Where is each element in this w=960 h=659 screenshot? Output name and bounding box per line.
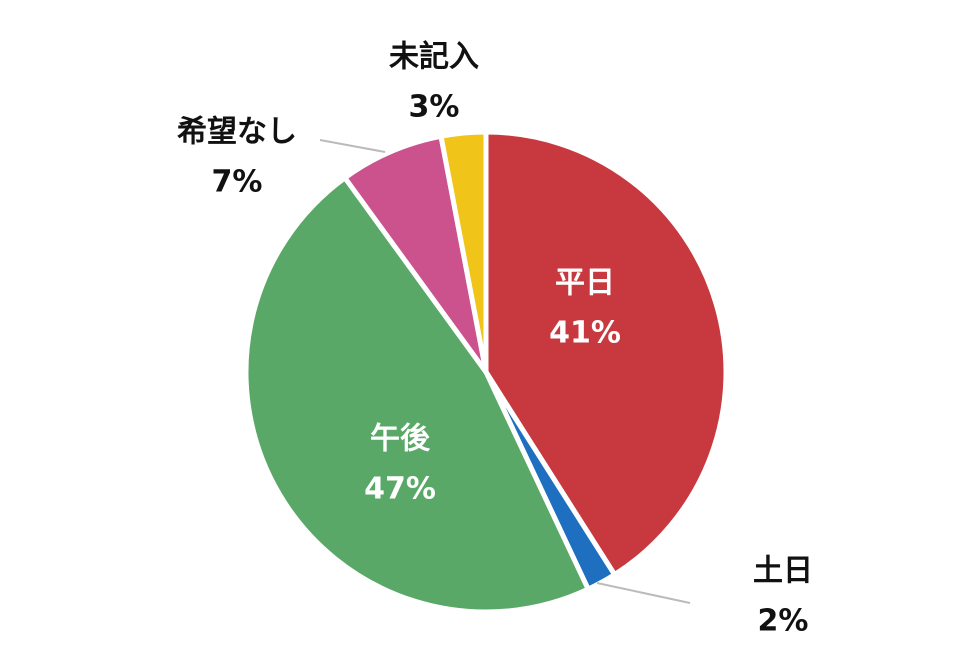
slice-name: 平日 bbox=[555, 266, 615, 301]
slice-value-label: 3% bbox=[409, 90, 460, 125]
slice-name: 土日 bbox=[753, 554, 813, 589]
slice-value-label: 41% bbox=[549, 316, 621, 351]
pie-slice bbox=[243, 175, 591, 615]
slice-value-label: 7% bbox=[212, 165, 263, 200]
leader-line bbox=[319, 139, 386, 153]
slice-value-label: 2% bbox=[758, 604, 809, 639]
pie-slice bbox=[438, 129, 489, 375]
slice-name: 未記入 bbox=[389, 40, 479, 75]
slice-name: 午後 bbox=[370, 422, 431, 457]
slice-value-label: 47% bbox=[364, 472, 436, 507]
slice-name: 希望なし bbox=[177, 115, 297, 150]
leader-line bbox=[596, 582, 691, 604]
